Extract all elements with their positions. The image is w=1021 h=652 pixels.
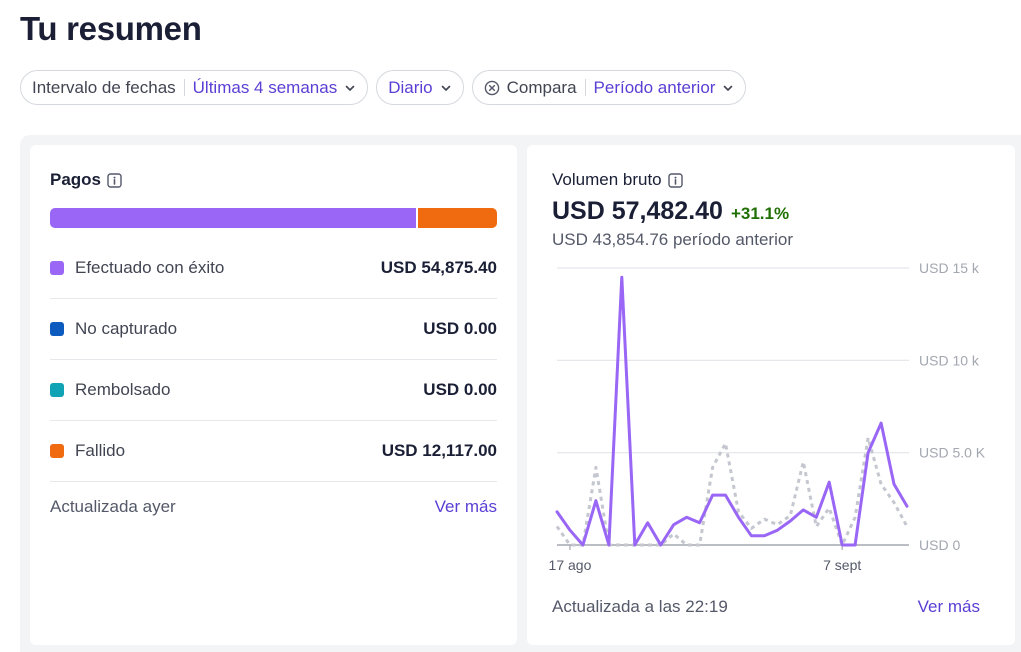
payments-more-link[interactable]: Ver más xyxy=(434,497,497,516)
legend-row-failed[interactable]: Fallido USD 12,117.00 xyxy=(50,421,497,482)
gross-volume-updated: Actualizada a las 22:19 xyxy=(552,597,728,616)
gross-volume-previous: USD 43,854.76 período anterior xyxy=(552,230,793,249)
y-tick-label: USD 10 k xyxy=(919,352,980,368)
gross-volume-footer: Actualizada a las 22:19 Ver más xyxy=(552,597,980,617)
gross-volume-title-text: Volumen bruto xyxy=(552,170,662,189)
gross-volume-amount: USD 57,482.40 xyxy=(552,197,723,225)
info-icon[interactable] xyxy=(107,172,122,188)
legend-value: USD 12,117.00 xyxy=(381,441,497,460)
compare-value: Período anterior xyxy=(593,77,716,97)
status-dot xyxy=(50,261,64,275)
status-dot xyxy=(50,383,64,397)
pill-separator xyxy=(183,79,185,96)
chevron-down-icon xyxy=(724,85,733,91)
filter-bar: Intervalo de fechas Últimas 4 semanas Di… xyxy=(20,70,747,105)
bar-segment-success xyxy=(50,208,417,228)
legend-row-uncaptured[interactable]: No capturado USD 0.00 xyxy=(50,299,497,360)
chevron-down-icon xyxy=(441,85,450,91)
close-circle-icon[interactable] xyxy=(484,80,500,96)
gross-volume-card: Volumen bruto USD 57,482.40 +31.1% USD 4… xyxy=(527,145,1015,645)
compare-filter[interactable]: Compara Período anterior xyxy=(471,70,747,105)
payments-card: Pagos Efectuado con éxito USD 54,875.40 … xyxy=(30,145,517,645)
bar-segment-failed xyxy=(418,208,497,228)
gross-volume-more-link[interactable]: Ver más xyxy=(917,597,980,616)
page-title: Tu resumen xyxy=(20,10,202,47)
gross-volume-chart[interactable]: USD 0 USD 5.0 K USD 10 k USD 15 k 17 ago 7 se… xyxy=(527,145,1015,645)
status-dot xyxy=(50,322,64,336)
bar-segment-divider xyxy=(416,208,419,228)
legend-label: Fallido xyxy=(75,441,126,460)
legend-label: No capturado xyxy=(75,319,178,338)
payments-breakdown-bar xyxy=(50,208,497,228)
info-icon[interactable] xyxy=(667,172,683,188)
series-line-previous[interactable] xyxy=(555,436,909,547)
y-tick-label: USD 5.0 K xyxy=(919,445,986,461)
pill-separator xyxy=(584,79,586,96)
legend-row-refunded[interactable]: Rembolsado USD 0.00 xyxy=(50,360,497,421)
legend-value: USD 0.00 xyxy=(423,319,497,338)
chevron-down-icon xyxy=(345,85,355,91)
x-tick-label: 17 ago xyxy=(549,557,592,573)
compare-label: Compara xyxy=(506,77,577,97)
payments-updated: Actualizada ayer xyxy=(50,497,176,516)
legend-value: USD 54,875.40 xyxy=(380,258,497,277)
granularity-value: Diario xyxy=(388,77,433,97)
y-tick-label: USD 15 k xyxy=(919,260,980,276)
gross-volume-title: Volumen bruto xyxy=(552,170,683,190)
y-tick-label: USD 0 xyxy=(919,537,960,553)
date-range-label: Intervalo de fechas xyxy=(32,77,176,97)
date-range-value: Últimas 4 semanas xyxy=(192,77,338,97)
legend-label: Efectuado con éxito xyxy=(75,258,225,277)
payments-title-text: Pagos xyxy=(50,170,102,189)
date-range-filter[interactable]: Intervalo de fechas Últimas 4 semanas xyxy=(20,70,369,105)
legend-row-success[interactable]: Efectuado con éxito USD 54,875.40 xyxy=(50,238,497,299)
status-dot xyxy=(50,444,64,458)
series-line-current[interactable] xyxy=(555,275,909,547)
legend-label: Rembolsado xyxy=(75,380,171,399)
payments-footer: Actualizada ayer Ver más xyxy=(50,497,497,517)
granularity-filter[interactable]: Diario xyxy=(376,70,464,105)
payments-title: Pagos xyxy=(50,170,122,190)
gross-volume-change: +31.1% xyxy=(730,204,790,223)
gross-volume-summary: USD 57,482.40 +31.1% xyxy=(552,197,789,226)
legend-value: USD 0.00 xyxy=(423,380,497,399)
x-tick-label: 7 sept xyxy=(823,557,861,573)
payments-legend: Efectuado con éxito USD 54,875.40 No cap… xyxy=(50,238,497,482)
